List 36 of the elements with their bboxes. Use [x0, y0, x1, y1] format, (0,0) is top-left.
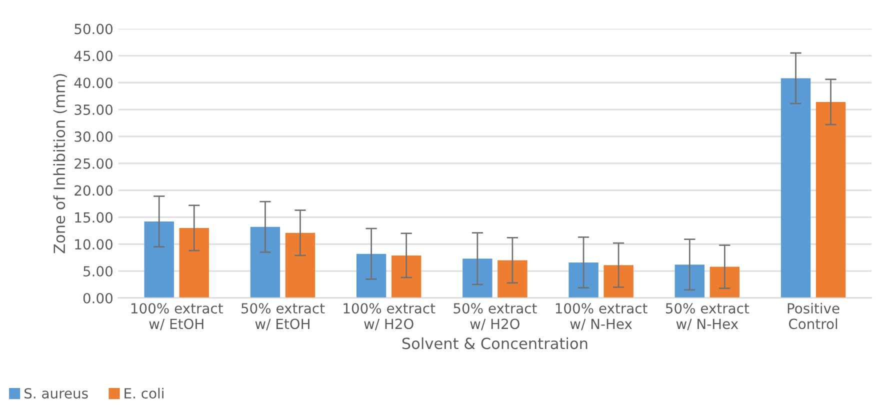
x-tick-label: 100% extract w/ EtOH: [131, 303, 223, 330]
y-axis-title: Zone of Inhibition (mm): [53, 74, 67, 254]
x-axis-title: Solvent & Concentration: [402, 337, 588, 350]
y-tick-label: 5.00: [84, 266, 112, 277]
bar: [285, 232, 316, 298]
x-tick-label: 50% extract w/ N-Hex: [666, 303, 750, 330]
y-tick-label: 50.00: [74, 24, 112, 34]
x-tick-label: 100% extract w/ N-Hex: [556, 303, 648, 330]
x-tick-label: 50% extract w/ H2O: [454, 303, 537, 330]
bar: [674, 264, 704, 298]
x-tick-label: 50% extract w/ EtOH: [242, 303, 325, 330]
legend-label: E. coli: [124, 388, 164, 399]
y-tick-label: 15.00: [75, 212, 112, 223]
bar: [391, 255, 422, 298]
bar: [710, 266, 740, 298]
bar: [356, 254, 386, 298]
y-tick-label: 0.00: [83, 292, 112, 304]
y-tick-label: 25.00: [74, 158, 112, 169]
y-tick-label: 40.00: [74, 78, 112, 88]
bar: [250, 226, 280, 298]
legend-label: S. aureus: [24, 388, 88, 399]
x-tick-label: Positive Control: [788, 302, 840, 330]
bar: [816, 102, 846, 298]
bar: [462, 258, 492, 298]
y-tick-label: 35.00: [74, 104, 112, 116]
bar: [568, 262, 598, 298]
bar: [498, 260, 528, 298]
bar: [144, 222, 174, 298]
x-tick-label: 100% extract w/ H2O: [344, 303, 436, 330]
bar: [179, 228, 209, 298]
bar: [780, 78, 811, 298]
y-tick-label: 45.00: [74, 50, 112, 62]
y-tick-label: 20.00: [74, 185, 112, 196]
y-tick-label: 10.00: [75, 239, 112, 250]
bar: [604, 265, 634, 298]
y-tick-label: 30.00: [74, 131, 112, 142]
